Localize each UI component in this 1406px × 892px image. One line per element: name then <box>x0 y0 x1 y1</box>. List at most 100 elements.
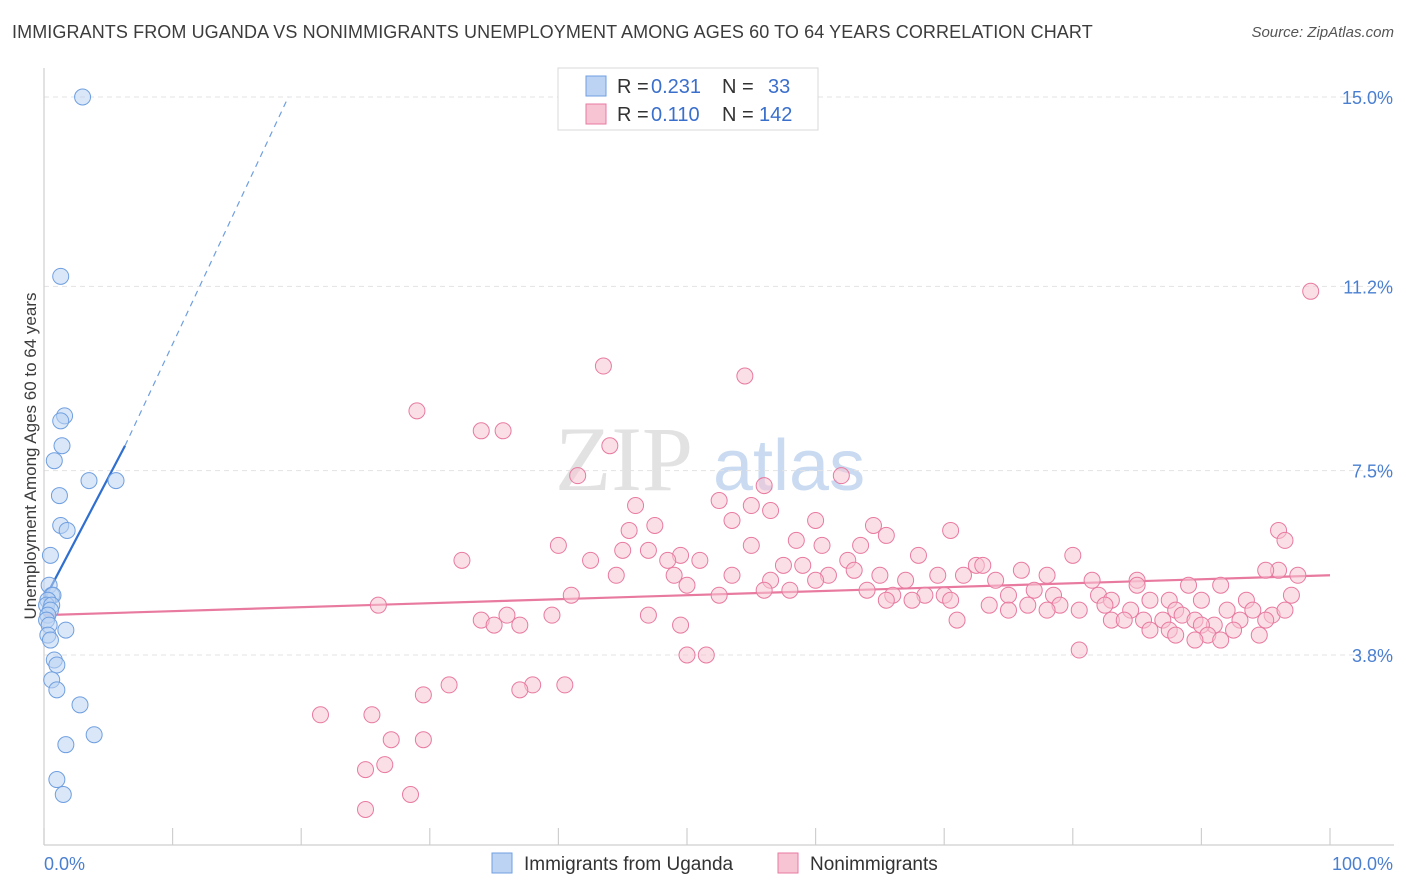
point-nonimmigrants <box>376 756 394 774</box>
point-nonimmigrants <box>582 551 600 569</box>
point-uganda <box>58 521 76 539</box>
legend-swatch-nonimmigrants <box>585 103 607 125</box>
point-nonimmigrants <box>472 422 490 440</box>
series-uganda <box>38 88 125 803</box>
point-nonimmigrants <box>1212 576 1230 594</box>
point-nonimmigrants <box>414 686 432 704</box>
point-nonimmigrants <box>1025 581 1043 599</box>
y-tick-label: 3.8% <box>1352 646 1393 666</box>
legend-r-nonimmigrants: 0.110 <box>651 104 700 126</box>
point-uganda <box>107 472 125 490</box>
point-nonimmigrants <box>1096 596 1114 614</box>
point-nonimmigrants <box>1257 561 1275 579</box>
legend-swatch-uganda <box>585 75 607 97</box>
point-nonimmigrants <box>1012 561 1030 579</box>
point-nonimmigrants <box>691 551 709 569</box>
legend-r-label-uganda: R = <box>617 76 649 98</box>
point-nonimmigrants <box>672 616 690 634</box>
point-uganda <box>45 452 63 470</box>
point-nonimmigrants <box>357 761 374 779</box>
watermark-zip: ZIP <box>555 408 693 510</box>
point-nonimmigrants <box>569 467 587 485</box>
y-axis-label: Unemployment Among Ages 60 to 64 years <box>21 293 40 620</box>
point-nonimmigrants <box>1083 571 1101 589</box>
point-nonimmigrants <box>1141 621 1159 639</box>
point-nonimmigrants <box>1000 601 1017 619</box>
point-nonimmigrants <box>723 566 741 584</box>
legend-n-label-uganda: N = <box>722 76 754 98</box>
point-nonimmigrants <box>549 536 567 554</box>
point-nonimmigrants <box>807 511 825 529</box>
point-nonimmigrants <box>402 786 420 803</box>
point-nonimmigrants <box>1289 566 1307 584</box>
point-uganda <box>52 267 70 285</box>
point-nonimmigrants <box>909 546 927 564</box>
point-nonimmigrants <box>1212 631 1230 649</box>
point-nonimmigrants <box>845 561 863 579</box>
point-nonimmigrants <box>1038 601 1056 619</box>
point-uganda <box>48 771 66 789</box>
point-uganda <box>41 631 59 649</box>
legend-r-uganda: 0.231 <box>651 76 701 98</box>
point-nonimmigrants <box>414 731 432 749</box>
point-uganda <box>57 621 75 639</box>
point-nonimmigrants <box>511 681 529 699</box>
point-nonimmigrants <box>954 566 972 584</box>
y-tick-label: 11.2% <box>1343 277 1393 297</box>
trend-lines <box>43 96 1331 617</box>
point-nonimmigrants <box>974 556 992 574</box>
point-nonimmigrants <box>807 571 825 589</box>
bottom-legend-swatch-uganda <box>491 852 513 874</box>
point-nonimmigrants <box>1244 601 1262 619</box>
point-nonimmigrants <box>929 566 947 584</box>
point-nonimmigrants <box>678 576 696 594</box>
point-nonimmigrants <box>1070 641 1088 659</box>
point-nonimmigrants <box>369 596 387 614</box>
point-uganda <box>41 546 59 564</box>
watermark-atlas: atlas <box>713 426 865 506</box>
point-nonimmigrants <box>620 521 638 539</box>
point-uganda <box>71 696 89 714</box>
point-uganda <box>52 412 70 430</box>
point-nonimmigrants <box>755 581 773 599</box>
point-uganda <box>54 786 72 803</box>
point-nonimmigrants <box>646 516 664 534</box>
point-nonimmigrants <box>1186 631 1204 649</box>
legend-r-label-nonimmigrants: R = <box>617 104 649 126</box>
point-nonimmigrants <box>774 556 792 574</box>
point-nonimmigrants <box>408 402 426 420</box>
point-nonimmigrants <box>1000 586 1017 604</box>
point-nonimmigrants <box>1225 621 1243 639</box>
point-nonimmigrants <box>1070 601 1088 619</box>
point-nonimmigrants <box>639 541 657 559</box>
point-nonimmigrants <box>678 646 696 664</box>
point-nonimmigrants <box>1250 626 1268 644</box>
point-nonimmigrants <box>897 571 915 589</box>
point-nonimmigrants <box>1167 626 1185 644</box>
legend-n-nonimmigrants: 142 <box>759 104 792 126</box>
point-nonimmigrants <box>781 581 799 599</box>
point-nonimmigrants <box>697 646 715 664</box>
point-nonimmigrants <box>742 536 760 554</box>
point-nonimmigrants <box>363 706 381 724</box>
bottom-legend-label-uganda: Immigrants from Uganda <box>524 854 734 875</box>
point-nonimmigrants <box>659 551 677 569</box>
chart-title: IMMIGRANTS FROM UGANDA VS NONIMMIGRANTS … <box>12 22 1093 42</box>
point-nonimmigrants <box>440 676 458 694</box>
point-uganda <box>57 736 75 754</box>
point-nonimmigrants <box>742 497 760 515</box>
point-nonimmigrants <box>1115 611 1133 629</box>
y-tick-label: 7.5% <box>1352 462 1393 482</box>
point-nonimmigrants <box>311 706 329 724</box>
point-nonimmigrants <box>382 731 400 749</box>
trend-line-uganda-extension <box>124 96 289 447</box>
point-nonimmigrants <box>948 611 966 629</box>
point-nonimmigrants <box>710 492 728 510</box>
x-tick-label-max: 100.0% <box>1332 854 1393 874</box>
point-nonimmigrants <box>357 800 374 818</box>
source-label: Source: ZipAtlas.com <box>1251 24 1394 41</box>
point-nonimmigrants <box>787 531 805 549</box>
point-nonimmigrants <box>562 586 580 604</box>
point-nonimmigrants <box>877 591 895 609</box>
x-tick-label-min: 0.0% <box>44 854 85 874</box>
